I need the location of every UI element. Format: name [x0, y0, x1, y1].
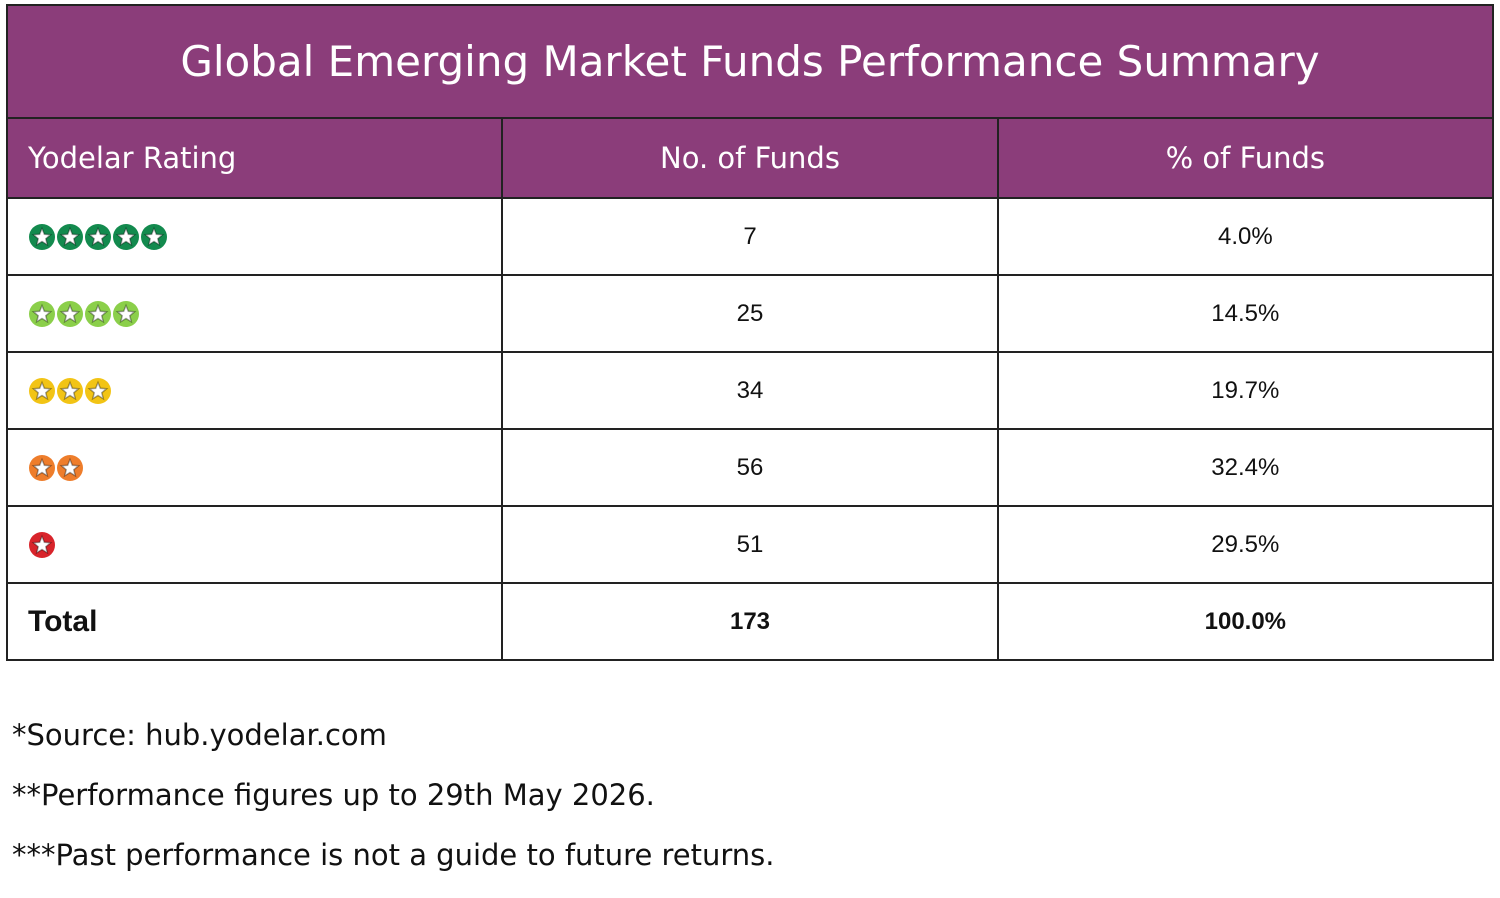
total-cell: 173 — [501, 582, 999, 661]
star-icon — [29, 454, 55, 481]
star-icon — [85, 223, 111, 250]
star-icon — [141, 223, 167, 250]
funds-cell: 56 — [501, 428, 999, 507]
footnote: **Performance figures up to 29th May 202… — [12, 778, 655, 812]
column-header: % of Funds — [996, 117, 1495, 199]
star-rating — [29, 377, 111, 404]
star-rating — [29, 531, 55, 558]
percent-cell: 29.5% — [996, 505, 1495, 584]
star-shape — [143, 226, 165, 246]
summary-table: Global Emerging Market Funds Performance… — [5, 4, 1495, 661]
column-header: No. of Funds — [501, 117, 999, 199]
star-shape — [31, 303, 53, 323]
total-cell: Total — [5, 582, 504, 661]
table-row: 51 29.5% — [5, 505, 1495, 584]
table-row: 7 4.0% — [5, 197, 1495, 276]
star-shape — [59, 226, 81, 246]
star-shape — [59, 380, 81, 400]
rating-cell — [5, 428, 504, 507]
funds-cell: 34 — [501, 351, 999, 430]
star-icon — [57, 377, 83, 404]
star-icon — [85, 377, 111, 404]
star-icon — [113, 223, 139, 250]
star-icon — [29, 531, 55, 558]
star-shape — [31, 534, 53, 554]
rating-cell — [5, 274, 504, 353]
percent-cell: 4.0% — [996, 197, 1495, 276]
funds-cell: 25 — [501, 274, 999, 353]
percent-cell: 14.5% — [996, 274, 1495, 353]
table-body: 7 4.0% 25 14.5% 34 19.7% 56 32.4% 51 29.5% Total 17… — [5, 197, 1495, 661]
table-title: Global Emerging Market Funds Performance… — [6, 4, 1494, 119]
star-icon — [113, 300, 139, 327]
star-shape — [115, 303, 137, 323]
star-shape — [59, 457, 81, 477]
star-icon — [57, 300, 83, 327]
star-shape — [31, 226, 53, 246]
star-icon — [29, 300, 55, 327]
star-icon — [29, 223, 55, 250]
table-row: 34 19.7% — [5, 351, 1495, 430]
footnote: ***Past performance is not a guide to fu… — [12, 838, 775, 872]
star-icon — [29, 377, 55, 404]
table-row: 25 14.5% — [5, 274, 1495, 353]
star-rating — [29, 223, 167, 250]
funds-cell: 51 — [501, 505, 999, 584]
star-shape — [87, 303, 109, 323]
star-shape — [87, 380, 109, 400]
star-rating — [29, 300, 139, 327]
star-icon — [85, 300, 111, 327]
star-rating — [29, 454, 83, 481]
rating-cell — [5, 505, 504, 584]
column-header: Yodelar Rating — [5, 117, 504, 199]
total-row: Total 173 100.0% — [5, 582, 1495, 661]
star-shape — [59, 303, 81, 323]
percent-cell: 19.7% — [996, 351, 1495, 430]
percent-cell: 32.4% — [996, 428, 1495, 507]
star-icon — [57, 454, 83, 481]
funds-cell: 7 — [501, 197, 999, 276]
rating-cell — [5, 351, 504, 430]
star-shape — [31, 457, 53, 477]
star-shape — [31, 380, 53, 400]
rating-cell — [5, 197, 504, 276]
star-shape — [87, 226, 109, 246]
star-shape — [115, 226, 137, 246]
footnote: *Source: hub.yodelar.com — [12, 718, 387, 752]
footnotes: *Source: hub.yodelar.com **Performance fi… — [12, 718, 775, 898]
star-icon — [57, 223, 83, 250]
total-cell: 100.0% — [996, 582, 1495, 661]
table-row: 56 32.4% — [5, 428, 1495, 507]
